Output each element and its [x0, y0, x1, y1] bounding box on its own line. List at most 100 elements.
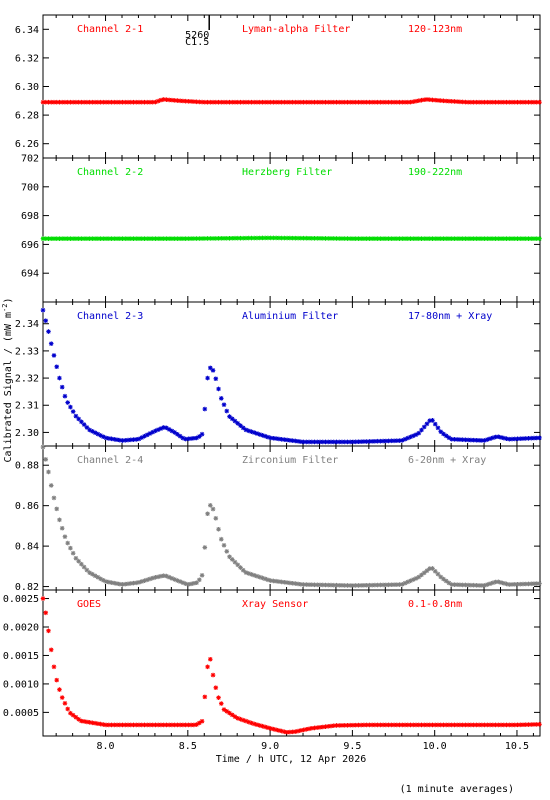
- data-point: [48, 341, 54, 346]
- data-point: [531, 99, 537, 105]
- data-point: [378, 438, 383, 444]
- data-point: [276, 99, 282, 105]
- data-point: [397, 582, 402, 587]
- data-point: [380, 236, 386, 241]
- data-point: [465, 582, 471, 588]
- data-point: [293, 729, 298, 734]
- data-point: [284, 99, 290, 105]
- data-point: [166, 427, 172, 432]
- data-point: [523, 236, 529, 241]
- data-point: [128, 99, 134, 105]
- data-point: [476, 722, 482, 728]
- data-point: [229, 416, 235, 422]
- data-point: [485, 236, 490, 241]
- data-point: [367, 582, 372, 588]
- data-point: [268, 99, 273, 105]
- data-point: [389, 438, 394, 444]
- data-point: [314, 236, 320, 241]
- data-point: [169, 97, 175, 103]
- data-point: [358, 722, 364, 728]
- data-point: [487, 236, 493, 241]
- data-point: [246, 719, 252, 725]
- data-point: [251, 235, 257, 241]
- x-tick-label: 8.0: [97, 741, 115, 752]
- data-point: [361, 99, 367, 105]
- data-point: [328, 582, 334, 588]
- data-point: [482, 236, 487, 241]
- data-point: [46, 469, 51, 475]
- data-point: [144, 722, 150, 728]
- data-point: [328, 723, 334, 729]
- data-point: [378, 722, 383, 728]
- data-point: [496, 579, 501, 585]
- data-point: [290, 235, 295, 241]
- data-point: [139, 236, 145, 241]
- data-point: [312, 439, 317, 445]
- panel-frame: [42, 589, 541, 737]
- data-point: [164, 97, 169, 102]
- data-point: [413, 576, 419, 581]
- data-point: [400, 582, 405, 587]
- data-point: [197, 577, 202, 583]
- data-point: [249, 720, 254, 726]
- data-point: [254, 99, 260, 105]
- data-point: [216, 386, 221, 392]
- series-points: [40, 596, 542, 735]
- y-tick-label: 6.32: [15, 53, 39, 64]
- data-point: [188, 722, 194, 728]
- y-tick-label: 2.33: [15, 346, 39, 357]
- data-point: [408, 722, 413, 728]
- data-point: [350, 99, 356, 105]
- data-point: [468, 582, 474, 588]
- data-point: [419, 97, 424, 103]
- data-point: [81, 422, 87, 427]
- data-point: [405, 579, 411, 585]
- data-point: [180, 236, 186, 241]
- data-point: [59, 384, 65, 390]
- y-axis-label-close: ): [3, 298, 14, 304]
- data-point: [139, 435, 145, 440]
- data-point: [122, 437, 128, 443]
- data-point: [265, 434, 271, 440]
- data-point: [397, 236, 402, 241]
- data-point: [517, 722, 523, 728]
- data-point: [356, 583, 361, 588]
- data-point: [153, 236, 158, 241]
- data-point: [199, 718, 205, 724]
- data-point: [232, 99, 238, 105]
- data-point: [512, 436, 518, 442]
- data-point: [515, 581, 520, 587]
- data-point: [62, 99, 68, 105]
- data-point: [389, 722, 394, 728]
- data-point: [232, 714, 238, 719]
- data-point: [528, 435, 534, 441]
- data-point: [260, 235, 265, 241]
- data-point: [435, 722, 441, 728]
- data-point: [487, 722, 493, 728]
- data-point: [194, 99, 199, 105]
- data-point: [73, 714, 79, 720]
- data-point: [309, 725, 315, 731]
- data-point: [287, 235, 293, 241]
- data-point: [534, 435, 540, 441]
- data-point: [177, 98, 183, 104]
- data-point: [430, 566, 435, 571]
- data-point: [65, 706, 70, 712]
- data-point: [62, 393, 68, 399]
- data-point: [375, 582, 380, 588]
- data-point: [517, 581, 523, 587]
- data-point: [59, 525, 65, 531]
- data-point: [515, 236, 520, 241]
- data-point: [528, 236, 534, 241]
- data-point: [435, 98, 441, 103]
- y-tick-label: 0.88: [15, 461, 39, 472]
- data-point: [114, 236, 120, 241]
- data-point: [117, 236, 123, 241]
- y-tick-label: 700: [21, 182, 39, 193]
- data-point: [410, 577, 416, 582]
- data-point: [312, 99, 317, 105]
- data-point: [520, 581, 526, 587]
- data-point: [158, 426, 164, 431]
- data-point: [210, 99, 216, 105]
